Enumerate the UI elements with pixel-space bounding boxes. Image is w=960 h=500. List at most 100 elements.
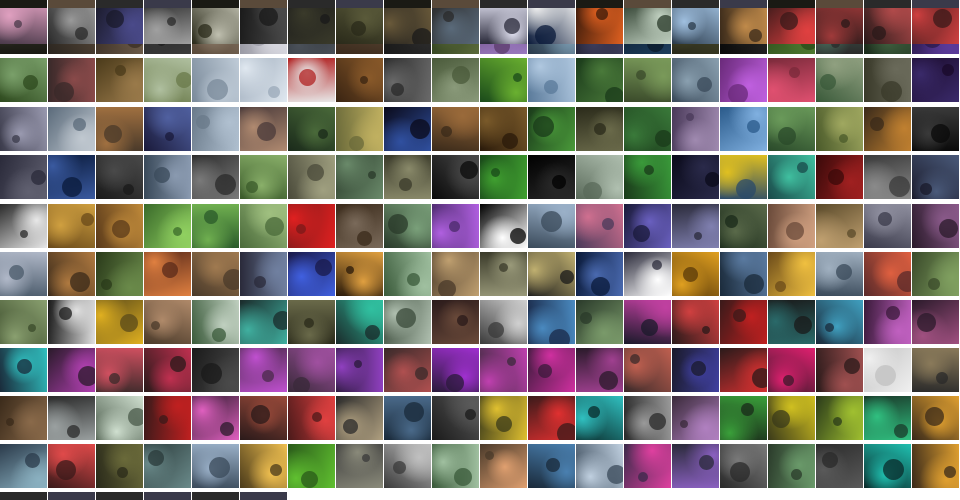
thumbnail-image[interactable]: [720, 300, 767, 344]
thumbnail-image[interactable]: [768, 204, 815, 248]
thumbnail-image[interactable]: [672, 107, 719, 151]
thumbnail-image[interactable]: [864, 252, 911, 296]
thumbnail-image[interactable]: [432, 155, 479, 199]
thumbnail-image[interactable]: [288, 58, 335, 102]
thumbnail-image[interactable]: [336, 252, 383, 296]
thumbnail-image[interactable]: [48, 58, 95, 102]
thumbnail-image[interactable]: [384, 58, 431, 102]
thumbnail-image[interactable]: [912, 155, 959, 199]
thumbnail-image[interactable]: [336, 107, 383, 151]
thumbnail-image[interactable]: [336, 396, 383, 440]
thumbnail-image[interactable]: [432, 348, 479, 392]
thumbnail-image[interactable]: [480, 107, 527, 151]
thumbnail-image[interactable]: [672, 348, 719, 392]
thumbnail-image[interactable]: [576, 204, 623, 248]
thumbnail-image[interactable]: [192, 204, 239, 248]
thumbnail-image[interactable]: [816, 155, 863, 199]
thumbnail-image[interactable]: [0, 444, 47, 488]
thumbnail-image[interactable]: [480, 58, 527, 102]
thumbnail-image[interactable]: [576, 155, 623, 199]
thumbnail-image[interactable]: [528, 444, 575, 488]
thumbnail-image[interactable]: [624, 204, 671, 248]
thumbnail-image[interactable]: [480, 300, 527, 344]
thumbnail-image[interactable]: [624, 300, 671, 344]
thumbnail-image[interactable]: [0, 300, 47, 344]
thumbnail-image[interactable]: [432, 444, 479, 488]
thumbnail-image[interactable]: [336, 155, 383, 199]
thumbnail-image[interactable]: [768, 58, 815, 102]
thumbnail-image[interactable]: [384, 444, 431, 488]
thumbnail-image[interactable]: [672, 252, 719, 296]
thumbnail-image[interactable]: [240, 492, 287, 500]
thumbnail-image[interactable]: [192, 0, 239, 8]
thumbnail-image[interactable]: [336, 348, 383, 392]
thumbnail-image[interactable]: [576, 444, 623, 488]
thumbnail-image[interactable]: [384, 0, 431, 8]
thumbnail-image[interactable]: [240, 204, 287, 248]
thumbnail-image[interactable]: [576, 0, 623, 8]
thumbnail-image[interactable]: [192, 155, 239, 199]
thumbnail-image[interactable]: [96, 396, 143, 440]
thumbnail-image[interactable]: [576, 396, 623, 440]
thumbnail-image[interactable]: [672, 0, 719, 8]
thumbnail-image[interactable]: [0, 204, 47, 248]
thumbnail-image[interactable]: [96, 204, 143, 248]
thumbnail-image[interactable]: [816, 444, 863, 488]
thumbnail-image[interactable]: [672, 396, 719, 440]
thumbnail-image[interactable]: [528, 348, 575, 392]
thumbnail-image[interactable]: [864, 204, 911, 248]
thumbnail-image[interactable]: [624, 348, 671, 392]
thumbnail-image[interactable]: [480, 396, 527, 440]
thumbnail-image[interactable]: [912, 204, 959, 248]
thumbnail-image[interactable]: [0, 348, 47, 392]
thumbnail-image[interactable]: [624, 252, 671, 296]
thumbnail-image[interactable]: [48, 0, 95, 8]
thumbnail-image[interactable]: [96, 300, 143, 344]
thumbnail-image[interactable]: [144, 107, 191, 151]
thumbnail-image[interactable]: [288, 107, 335, 151]
thumbnail-image[interactable]: [96, 492, 143, 500]
thumbnail-image[interactable]: [912, 348, 959, 392]
thumbnail-image[interactable]: [0, 252, 47, 296]
thumbnail-image[interactable]: [288, 204, 335, 248]
thumbnail-image[interactable]: [192, 444, 239, 488]
thumbnail-image[interactable]: [384, 252, 431, 296]
thumbnail-image[interactable]: [384, 107, 431, 151]
thumbnail-image[interactable]: [816, 58, 863, 102]
thumbnail-image[interactable]: [672, 204, 719, 248]
thumbnail-image[interactable]: [912, 107, 959, 151]
thumbnail-image[interactable]: [240, 252, 287, 296]
thumbnail-image[interactable]: [336, 58, 383, 102]
thumbnail-image[interactable]: [816, 0, 863, 8]
thumbnail-image[interactable]: [624, 155, 671, 199]
thumbnail-image[interactable]: [48, 204, 95, 248]
thumbnail-image[interactable]: [336, 300, 383, 344]
thumbnail-image[interactable]: [624, 58, 671, 102]
thumbnail-image[interactable]: [576, 348, 623, 392]
thumbnail-image[interactable]: [816, 396, 863, 440]
thumbnail-image[interactable]: [432, 0, 479, 8]
thumbnail-image[interactable]: [0, 396, 47, 440]
thumbnail-image[interactable]: [48, 492, 95, 500]
thumbnail-image[interactable]: [288, 444, 335, 488]
thumbnail-image[interactable]: [48, 444, 95, 488]
thumbnail-image[interactable]: [384, 396, 431, 440]
thumbnail-image[interactable]: [912, 0, 959, 8]
thumbnail-image[interactable]: [912, 396, 959, 440]
thumbnail-image[interactable]: [288, 155, 335, 199]
thumbnail-image[interactable]: [144, 492, 191, 500]
thumbnail-image[interactable]: [432, 204, 479, 248]
thumbnail-image[interactable]: [0, 107, 47, 151]
thumbnail-image[interactable]: [144, 444, 191, 488]
thumbnail-image[interactable]: [768, 444, 815, 488]
thumbnail-image[interactable]: [816, 252, 863, 296]
thumbnail-image[interactable]: [528, 107, 575, 151]
thumbnail-image[interactable]: [240, 107, 287, 151]
thumbnail-image[interactable]: [192, 300, 239, 344]
thumbnail-image[interactable]: [192, 396, 239, 440]
thumbnail-image[interactable]: [144, 252, 191, 296]
thumbnail-image[interactable]: [336, 0, 383, 8]
thumbnail-image[interactable]: [144, 204, 191, 248]
thumbnail-image[interactable]: [48, 252, 95, 296]
thumbnail-image[interactable]: [768, 107, 815, 151]
